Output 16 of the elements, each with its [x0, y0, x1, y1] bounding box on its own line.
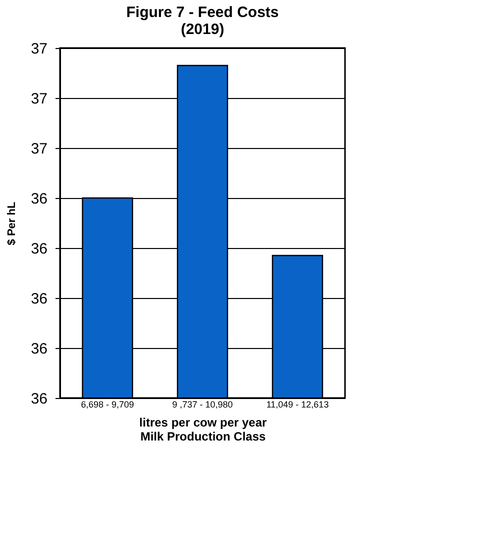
x-tick-label: 11,049 - 12,613	[266, 400, 329, 410]
text: litres per cow per year	[139, 416, 267, 430]
x-tick-label: 9 ,737 - 10,980	[172, 400, 233, 410]
y-tick-label: 36	[30, 240, 48, 258]
text: Figure 7 - Feed Costs	[126, 4, 279, 21]
text: (2019)	[180, 21, 224, 38]
y-tick-label: 36	[30, 190, 48, 208]
y-tick-label: 37	[30, 140, 48, 158]
text: Milk Production Class	[140, 430, 266, 444]
y-tick-label: 37	[30, 40, 48, 58]
y-axis-title: $ Per hL	[6, 202, 18, 246]
y-tick-label: 36	[30, 290, 48, 308]
x-tick-label: 6,698 - 9,709	[80, 400, 134, 410]
y-tick-label: 37	[30, 90, 48, 108]
y-tick-label: 36	[30, 340, 48, 358]
y-tick-label: 36	[30, 390, 48, 408]
